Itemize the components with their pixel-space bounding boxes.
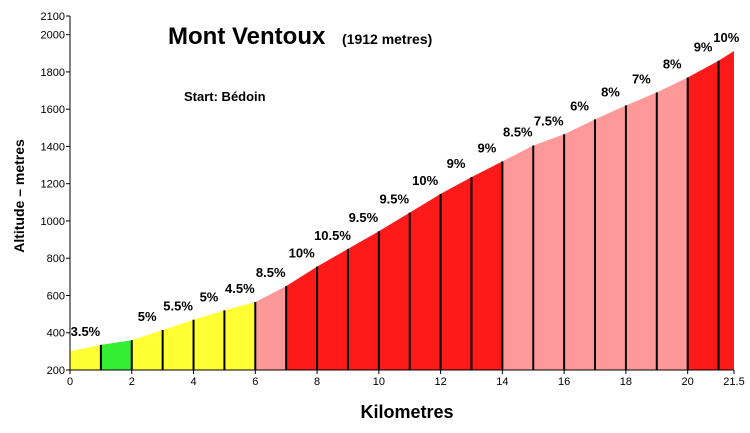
grade-label: 7%	[632, 71, 651, 86]
y-tick-label: 1000	[41, 216, 65, 228]
segment-11	[378, 212, 410, 370]
grade-label: 8%	[663, 56, 682, 71]
y-tick-label: 1600	[41, 104, 65, 116]
grade-label: 5.5%	[163, 299, 193, 314]
grade-label: 10%	[289, 246, 315, 261]
x-tick-label: 10	[373, 376, 385, 388]
segment-9	[317, 248, 348, 370]
chart-subtitle: (1912 metres)	[342, 31, 432, 47]
grade-label: 9%	[694, 40, 713, 55]
segment-1	[70, 344, 101, 370]
segment-7	[255, 286, 287, 370]
grade-label: 3.5%	[71, 324, 101, 339]
y-tick-label: 400	[47, 328, 65, 340]
y-tick-label: 800	[47, 253, 65, 265]
y-tick-label: 1800	[41, 67, 65, 79]
grade-label: 5%	[200, 289, 219, 304]
x-tick-label: 14	[496, 376, 508, 388]
segment-2	[100, 340, 132, 370]
chart-title: Mont Ventoux	[168, 23, 326, 50]
grade-label: 10%	[412, 173, 438, 188]
x-tick-label: 12	[434, 376, 446, 388]
grade-label: 10.5%	[314, 228, 351, 243]
start-annotation: Start: Bédoin	[184, 89, 266, 104]
grade-label: 8%	[601, 84, 620, 99]
segment-10	[347, 231, 379, 370]
grade-label: 9.5%	[379, 192, 409, 207]
x-tick-label: 21.5	[723, 376, 744, 388]
x-tick-label: 8	[314, 376, 320, 388]
segment-6	[224, 301, 256, 370]
segment-4	[162, 319, 194, 370]
grade-label: 8.5%	[503, 124, 533, 139]
segment-3	[131, 329, 163, 370]
segment-17	[564, 119, 596, 370]
y-ticks-layer: 200 400 600 800 1000 1200 1400 1600 1800 2000 2100	[41, 11, 70, 377]
y-tick-label: 1400	[41, 141, 65, 153]
grade-label: 9.5%	[349, 210, 379, 225]
x-ticks-layer: 0 2 4 6 8 10 12 14 16 18 20 21.5	[67, 370, 745, 388]
x-tick-label: 4	[190, 376, 196, 388]
grade-labels-layer: 3.5%5%5.5%5%4.5%8.5%10%10.5%9.5%9.5%10%9…	[71, 30, 740, 339]
segment-14	[471, 161, 503, 370]
segment-21	[687, 60, 719, 370]
y-tick-label: 200	[47, 365, 65, 377]
y-tick-label: 2100	[41, 11, 65, 23]
grade-label: 7.5%	[534, 113, 564, 128]
axes-layer	[69, 16, 734, 371]
x-axis-title: Kilometres	[360, 402, 453, 422]
x-tick-label: 0	[67, 376, 73, 388]
grade-label: 10%	[713, 30, 739, 45]
segment-5	[193, 310, 225, 370]
grade-label: 5%	[138, 309, 157, 324]
grade-label: 9%	[478, 140, 497, 155]
y-tick-label: 1200	[41, 179, 65, 191]
x-tick-label: 18	[620, 376, 632, 388]
grade-label: 9%	[447, 156, 466, 171]
segment-18	[595, 105, 626, 370]
segment-15	[502, 145, 534, 370]
segment-16	[533, 134, 565, 370]
grade-label: 4.5%	[225, 281, 255, 296]
segment-13	[440, 177, 472, 370]
y-tick-label: 600	[47, 290, 65, 302]
segment-8	[286, 266, 318, 370]
y-axis-title: Altitude – metres	[11, 139, 27, 253]
segment-12	[409, 193, 441, 370]
segment-19	[625, 92, 657, 371]
grade-label: 6%	[570, 98, 589, 113]
segment-20	[656, 77, 688, 371]
x-tick-label: 6	[252, 376, 258, 388]
segments-layer	[70, 51, 734, 371]
segment-22	[718, 51, 734, 370]
x-tick-label: 2	[129, 376, 135, 388]
grade-label: 8.5%	[256, 265, 286, 280]
x-tick-label: 16	[558, 376, 570, 388]
y-tick-label: 2000	[41, 30, 65, 42]
x-tick-label: 20	[682, 376, 694, 388]
